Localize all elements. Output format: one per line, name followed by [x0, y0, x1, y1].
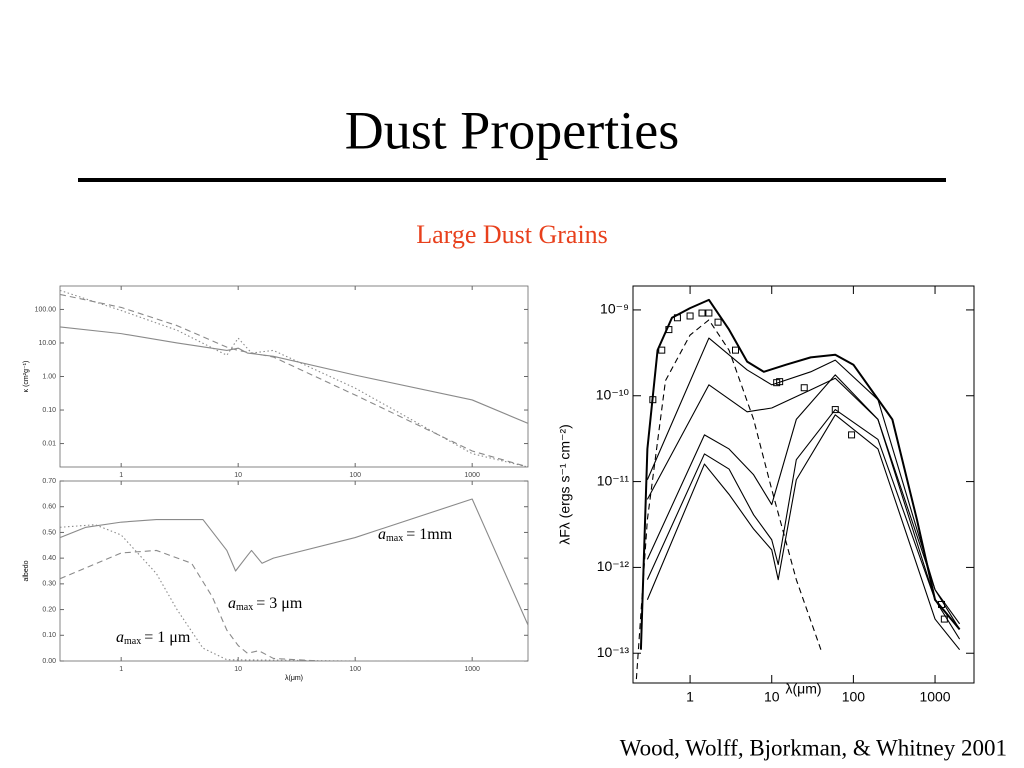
annotation-subscript: max — [236, 602, 253, 613]
series-line — [635, 319, 822, 680]
series-line — [60, 498, 528, 626]
x-tick-label: 1000 — [919, 688, 950, 704]
series-line — [60, 293, 528, 467]
series-line — [646, 374, 961, 630]
y-tick-label: 0.60 — [42, 504, 56, 511]
data-marker — [938, 600, 946, 608]
x-tick-label: 100 — [349, 472, 361, 479]
data-marker — [665, 326, 673, 334]
data-marker — [714, 318, 722, 326]
y-axis-label: albedo — [23, 560, 30, 581]
plot-frame — [59, 285, 529, 468]
data-marker — [940, 615, 948, 623]
data-marker — [731, 346, 739, 354]
plot-area — [635, 298, 961, 680]
y-tick-label: 0.20 — [42, 606, 56, 613]
data-marker — [686, 312, 694, 320]
data-marker — [649, 396, 657, 404]
annotation: amax = 1 μm — [116, 629, 191, 648]
y-tick-label: 1.00 — [42, 373, 56, 380]
y-tick-label: 10.00 — [38, 340, 56, 347]
x-tick-label: 10 — [764, 688, 780, 704]
series-line — [60, 524, 528, 661]
x-tick-label: 100 — [842, 688, 866, 704]
series-line — [646, 337, 961, 625]
data-marker — [776, 378, 784, 386]
series-line — [646, 409, 961, 640]
y-tick-label: 10⁻¹² — [597, 558, 630, 574]
series-line — [639, 298, 961, 650]
citation: Wood, Wolff, Bjorkman, & Whitney 2001 — [620, 735, 1007, 760]
annotation-text: = 1 μm — [144, 629, 191, 646]
y-axis-label: κ (cm²g⁻¹) — [23, 361, 30, 393]
data-marker — [658, 346, 666, 354]
plot-area — [60, 289, 528, 467]
annotation: amax = 1mm — [378, 526, 453, 545]
series-line — [60, 549, 528, 661]
x-tick-label: 1 — [686, 688, 694, 704]
x-tick-label: 10 — [234, 472, 242, 479]
slide-subtitle: Large Dust Grains — [416, 220, 608, 249]
plot-frame — [632, 285, 975, 684]
y-tick-label: 100.00 — [35, 306, 57, 313]
annotation-text: = 3 μm — [256, 595, 303, 612]
annotation-subscript: max — [386, 533, 403, 544]
series-line — [60, 289, 528, 467]
x-axis-label: λ(μm) — [285, 675, 303, 682]
y-tick-label: 10⁻¹³ — [597, 644, 630, 660]
x-tick-label: 1 — [119, 472, 123, 479]
annotation: amax = 3 μm — [228, 595, 303, 614]
y-axis-label: λFλ (ergs s⁻¹ cm⁻²) — [557, 424, 573, 545]
data-marker — [673, 314, 681, 322]
series-line — [60, 326, 528, 424]
y-tick-label: 0.00 — [42, 658, 56, 665]
x-tick-label: 1 — [119, 666, 123, 673]
annotation-symbol: a — [116, 629, 124, 646]
data-marker — [831, 406, 839, 414]
plot-area — [60, 498, 528, 661]
series-line — [646, 377, 961, 630]
y-tick-label: 0.40 — [42, 555, 56, 562]
y-tick-label: 0.70 — [42, 478, 56, 485]
y-tick-label: 0.10 — [42, 632, 56, 639]
plot-frame — [59, 480, 529, 662]
data-marker — [848, 431, 856, 439]
y-tick-label: 10⁻¹¹ — [597, 472, 630, 488]
annotation-text: = 1mm — [406, 526, 452, 543]
y-tick-label: 10⁻¹⁰ — [596, 386, 630, 402]
annotation-symbol: a — [228, 595, 236, 612]
title-rule — [78, 178, 946, 182]
x-tick-label: 100 — [349, 666, 361, 673]
series-line — [646, 414, 961, 651]
y-tick-label: 0.50 — [42, 529, 56, 536]
y-tick-label: 0.01 — [42, 440, 56, 447]
data-marker — [698, 309, 706, 317]
annotation-symbol: a — [378, 526, 386, 543]
y-tick-label: 10⁻⁹ — [600, 301, 629, 317]
x-axis-label: λ(μm) — [785, 681, 821, 697]
x-tick-label: 10 — [234, 666, 242, 673]
data-marker — [705, 309, 713, 317]
y-tick-label: 0.30 — [42, 581, 56, 588]
annotation-subscript: max — [124, 636, 141, 647]
y-tick-label: 0.10 — [42, 407, 56, 414]
x-tick-label: 1000 — [464, 666, 480, 673]
data-marker — [800, 384, 808, 392]
slide-title: Dust Properties — [345, 100, 679, 160]
x-tick-label: 1000 — [464, 472, 480, 479]
